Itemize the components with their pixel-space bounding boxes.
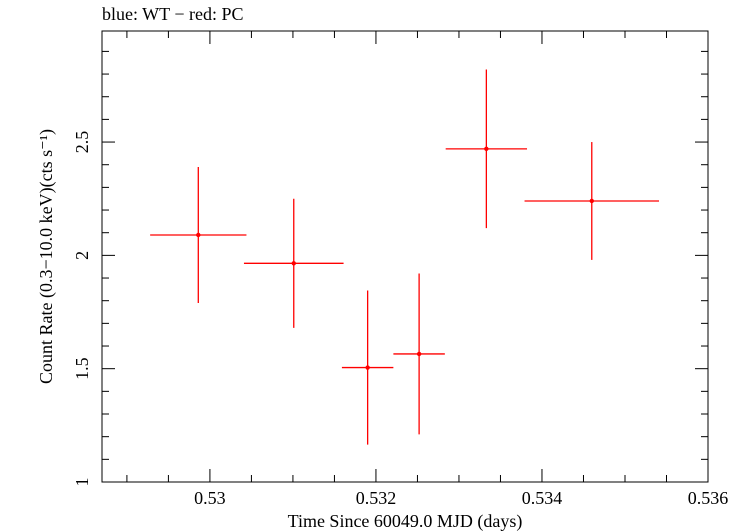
data-point xyxy=(393,273,445,435)
data-point xyxy=(243,198,344,328)
point-marker xyxy=(416,351,422,357)
y-tick-label: 1 xyxy=(72,478,92,487)
y-tick-label: 2.5 xyxy=(72,131,92,154)
y-tick-label: 1.5 xyxy=(72,357,92,380)
axis-ticks xyxy=(102,31,709,483)
y-tick-label: 2 xyxy=(72,251,92,260)
data-point xyxy=(341,290,394,445)
data-point xyxy=(445,69,528,229)
x-axis-label: Time Since 60049.0 MJD (days) xyxy=(288,511,523,532)
data-point xyxy=(150,166,247,303)
x-tick-label: 0.534 xyxy=(522,488,563,508)
chart-title: blue: WT − red: PC xyxy=(102,4,244,24)
point-marker xyxy=(484,146,489,152)
x-tick-label: 0.53 xyxy=(194,488,226,508)
point-marker xyxy=(291,261,296,266)
x-tick-label: 0.536 xyxy=(688,488,729,508)
plot-frame xyxy=(101,30,709,483)
point-marker xyxy=(196,232,201,238)
point-marker xyxy=(365,365,370,370)
data-point xyxy=(524,142,660,260)
point-marker xyxy=(589,198,594,204)
data-points xyxy=(150,69,660,445)
tick-labels: 0.53 0.532 0.534 0.536 1 1.5 2 2.5 xyxy=(72,131,728,508)
x-tick-label: 0.532 xyxy=(356,488,397,508)
y-axis-label: Count Rate (0.3−10.0 keV)(cts s⁻¹) xyxy=(36,129,57,384)
